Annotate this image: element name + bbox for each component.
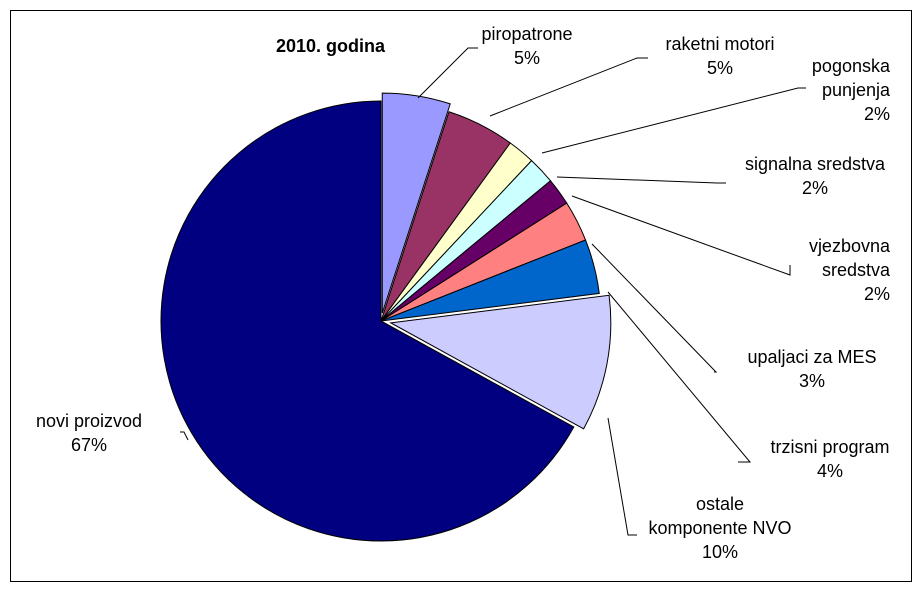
leader-line-0 <box>417 47 478 99</box>
leader-line-8 <box>180 431 189 441</box>
chart-title: 2010. godina <box>276 36 386 56</box>
slice-label-3: signalna sredstva 2% <box>745 154 886 198</box>
slice-label-2: pogonska punjenja 2% <box>812 56 891 124</box>
slice-label-4: vjezbovna sredstva 2% <box>809 236 891 304</box>
slice-label-6: trzisni program 4% <box>770 437 889 481</box>
slice-label-1: raketni motori 5% <box>665 34 774 78</box>
leader-line-7 <box>607 417 637 536</box>
pie-slice-6 <box>380 239 600 322</box>
leader-line-6 <box>607 291 752 463</box>
leader-line-4 <box>571 195 791 276</box>
leader-line-3 <box>556 176 726 184</box>
leader-line-5 <box>591 243 718 373</box>
slice-labels: piropatrone 5% raketni motori 5% pogonska pun… <box>36 24 891 562</box>
slice-label-8: novi proizvod 67% <box>36 411 142 455</box>
leader-line-2 <box>541 87 806 154</box>
pie-slice-0 <box>381 92 451 314</box>
slice-label-5: upaljaci za MES 3% <box>747 347 876 391</box>
leader-line-1 <box>489 57 648 117</box>
slice-label-0: piropatrone 5% <box>481 24 572 68</box>
pie-slices <box>160 92 612 542</box>
leader-lines <box>180 47 806 536</box>
pie-slice-7 <box>389 294 612 430</box>
pie-slice-8 <box>160 100 575 542</box>
slice-label-7: ostale komponente NVO 10% <box>648 494 791 562</box>
